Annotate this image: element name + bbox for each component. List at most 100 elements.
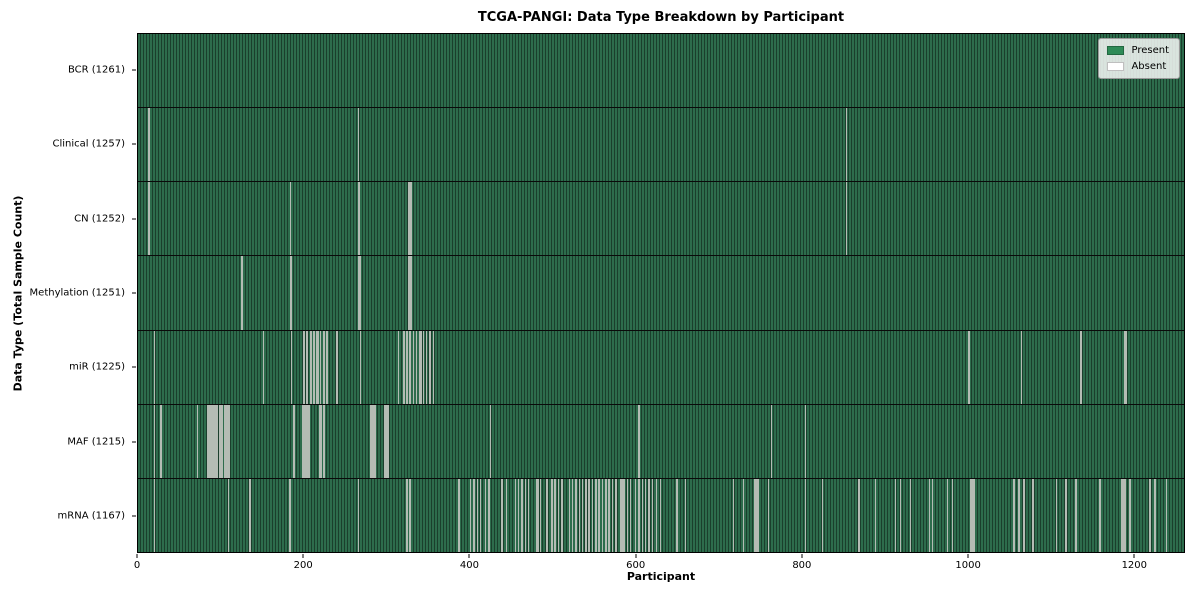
absent-stripe [316, 330, 318, 404]
x-tick-label: 0 [133, 560, 141, 571]
absent-stripe [160, 404, 162, 478]
absent-stripe [951, 478, 954, 552]
absent-stripe [415, 330, 418, 404]
absent-stripe [310, 330, 313, 404]
absent-stripe [537, 478, 540, 552]
absent-stripe [557, 478, 560, 552]
absent-stripe [211, 404, 214, 478]
absent-swatch-icon [1107, 62, 1125, 71]
absent-stripe [524, 478, 527, 552]
heatmap-row-maf [138, 404, 1184, 479]
absent-stripe [289, 256, 292, 330]
absent-stripe [386, 404, 388, 478]
absent-stripe [676, 478, 678, 552]
absent-stripe [804, 404, 807, 478]
absent-stripe [767, 478, 770, 552]
heatmap-row-mrna [138, 478, 1184, 552]
heatmap-row-methylation [138, 256, 1184, 331]
x-tick-label: 1000 [955, 560, 981, 571]
absent-stripe [408, 256, 410, 330]
absent-stripe [605, 478, 607, 552]
legend-label: Absent [1131, 61, 1167, 72]
heatmap-row-cn [138, 182, 1184, 257]
absent-stripe [615, 478, 617, 552]
absent-stripe [591, 478, 594, 552]
absent-stripe [1154, 478, 1156, 552]
legend-label: Present [1131, 45, 1169, 56]
absent-stripe [304, 404, 307, 478]
absent-stripe [1149, 478, 1151, 552]
absent-stripe [303, 404, 306, 478]
absent-stripe [225, 404, 227, 478]
absent-stripe [371, 404, 373, 478]
absent-stripe [858, 478, 860, 552]
absent-stripe [262, 330, 264, 404]
absent-stripe [213, 404, 216, 478]
absent-stripe [220, 404, 222, 478]
absent-stripe [476, 478, 479, 552]
absent-stripe [551, 478, 553, 552]
absent-stripe [387, 404, 390, 478]
absent-stripe [546, 478, 548, 552]
absent-stripe [212, 404, 215, 478]
absent-stripe [488, 478, 490, 552]
absent-stripe [211, 404, 213, 478]
absent-stripe [305, 404, 308, 478]
absent-stripe [1055, 478, 1057, 552]
absent-stripe [309, 330, 312, 404]
absent-stripe [425, 330, 428, 404]
x-tick-mark [468, 554, 470, 558]
absent-stripe [536, 478, 538, 552]
absent-stripe [469, 478, 472, 552]
x-tick-mark [1133, 554, 1135, 558]
absent-stripe [571, 478, 574, 552]
absent-stripe [1129, 478, 1131, 552]
absent-stripe [629, 478, 632, 552]
absent-stripe [598, 478, 600, 552]
absent-stripe [409, 330, 411, 404]
absent-stripe [479, 478, 482, 552]
absent-stripe [874, 478, 877, 552]
absent-stripe [659, 478, 662, 552]
absent-stripe [148, 108, 150, 182]
absent-stripe [638, 404, 640, 478]
absent-stripe [501, 478, 503, 552]
absent-stripe [409, 256, 411, 330]
absent-stripe [484, 478, 487, 552]
absent-stripe [684, 478, 687, 552]
absent-stripe [899, 478, 902, 552]
absent-stripe [384, 404, 386, 478]
absent-stripe [1123, 330, 1126, 404]
absent-stripe [931, 478, 934, 552]
absent-stripe [406, 478, 408, 552]
x-axis-label: Participant [626, 570, 696, 583]
absent-stripe [323, 330, 326, 404]
absent-stripe [732, 478, 735, 552]
absent-stripe [307, 404, 309, 478]
absent-stripe [1125, 330, 1127, 404]
absent-stripe [575, 478, 577, 552]
y-tick-mark [132, 292, 136, 294]
y-tick-label: MAF (1215) [67, 436, 125, 448]
absent-stripe [303, 404, 305, 478]
absent-stripe [409, 182, 411, 256]
absent-stripe [527, 478, 530, 552]
absent-stripe [241, 256, 244, 330]
absent-stripe [153, 330, 156, 404]
absent-stripe [894, 478, 897, 552]
absent-stripe [539, 478, 542, 552]
absent-stripe [317, 330, 319, 404]
absent-stripe [240, 256, 243, 330]
absent-stripe [303, 330, 305, 404]
absent-stripe [249, 478, 251, 552]
absent-stripe [473, 478, 475, 552]
absent-stripe [1124, 478, 1126, 552]
absent-stripe [601, 478, 604, 552]
y-tick-mark [132, 69, 136, 71]
absent-stripe [608, 478, 610, 552]
absent-stripe [306, 404, 308, 478]
y-tick-mark [132, 366, 136, 368]
absent-stripe [973, 478, 975, 552]
absent-stripe [845, 182, 848, 256]
